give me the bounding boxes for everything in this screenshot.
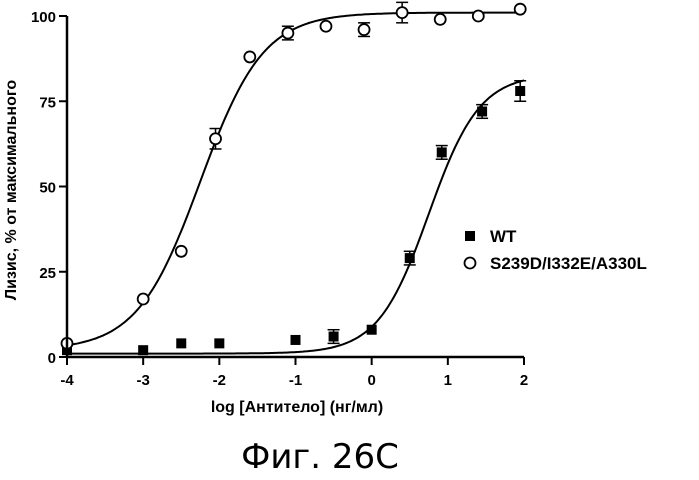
legend-label: WT (490, 227, 517, 246)
legend-marker-mutant (465, 258, 476, 269)
wt-data-point (214, 338, 224, 348)
y-tick-label: 75 (39, 94, 56, 111)
ticks: -4 -3 -2 -1 0 1 2 0 25 50 75 100 (31, 9, 528, 389)
y-tick-label: 25 (39, 265, 56, 282)
mutant-data-point (473, 11, 484, 22)
x-tick-label: -1 (289, 372, 302, 389)
mutant-data-point (244, 51, 255, 62)
mutant-data-point (138, 294, 149, 305)
wt-data-point (405, 253, 415, 263)
wt-data-point (138, 345, 148, 355)
error-bars (210, 2, 527, 343)
fit-curves (67, 13, 524, 354)
x-tick-label: -2 (213, 372, 226, 389)
y-tick-label: 50 (39, 180, 56, 197)
wt-data-point (329, 332, 339, 342)
mutant-data-point (176, 246, 187, 257)
x-tick-label: 2 (520, 372, 528, 389)
figure-caption: Фиг. 26С (241, 437, 399, 477)
y-axis-title: Лизис, % от максимального (3, 80, 20, 300)
mutant-data-point (282, 28, 293, 39)
legend-label: S239D/I332E/A330L (490, 254, 647, 273)
mutant-data-point (397, 7, 408, 18)
mutant-data-point (435, 14, 446, 25)
mutant-data-point (359, 24, 370, 35)
x-axis-title: log [Антитело] (нг/мл) (211, 399, 383, 416)
x-tick-label: -3 (136, 372, 149, 389)
x-tick-label: 0 (367, 372, 375, 389)
y-tick-label: 0 (48, 350, 56, 367)
wt-data-point (367, 325, 377, 335)
data-points (62, 4, 526, 356)
mutant-data-point (320, 21, 331, 32)
mutant-data-point (210, 133, 221, 144)
axes (67, 16, 524, 357)
fit-curve-S239D/I332E/A330L (67, 13, 524, 346)
wt-data-point (477, 106, 487, 116)
legend: WT S239D/I332E/A330L (465, 227, 647, 273)
y-tick-label: 100 (31, 9, 56, 26)
legend-marker-wt (465, 231, 475, 241)
x-tick-label: -4 (60, 372, 74, 389)
wt-data-point (515, 86, 525, 96)
wt-data-point (176, 338, 186, 348)
wt-data-point (291, 335, 301, 345)
mutant-data-point (515, 4, 526, 15)
x-tick-label: 1 (444, 372, 452, 389)
wt-data-point (437, 147, 447, 157)
